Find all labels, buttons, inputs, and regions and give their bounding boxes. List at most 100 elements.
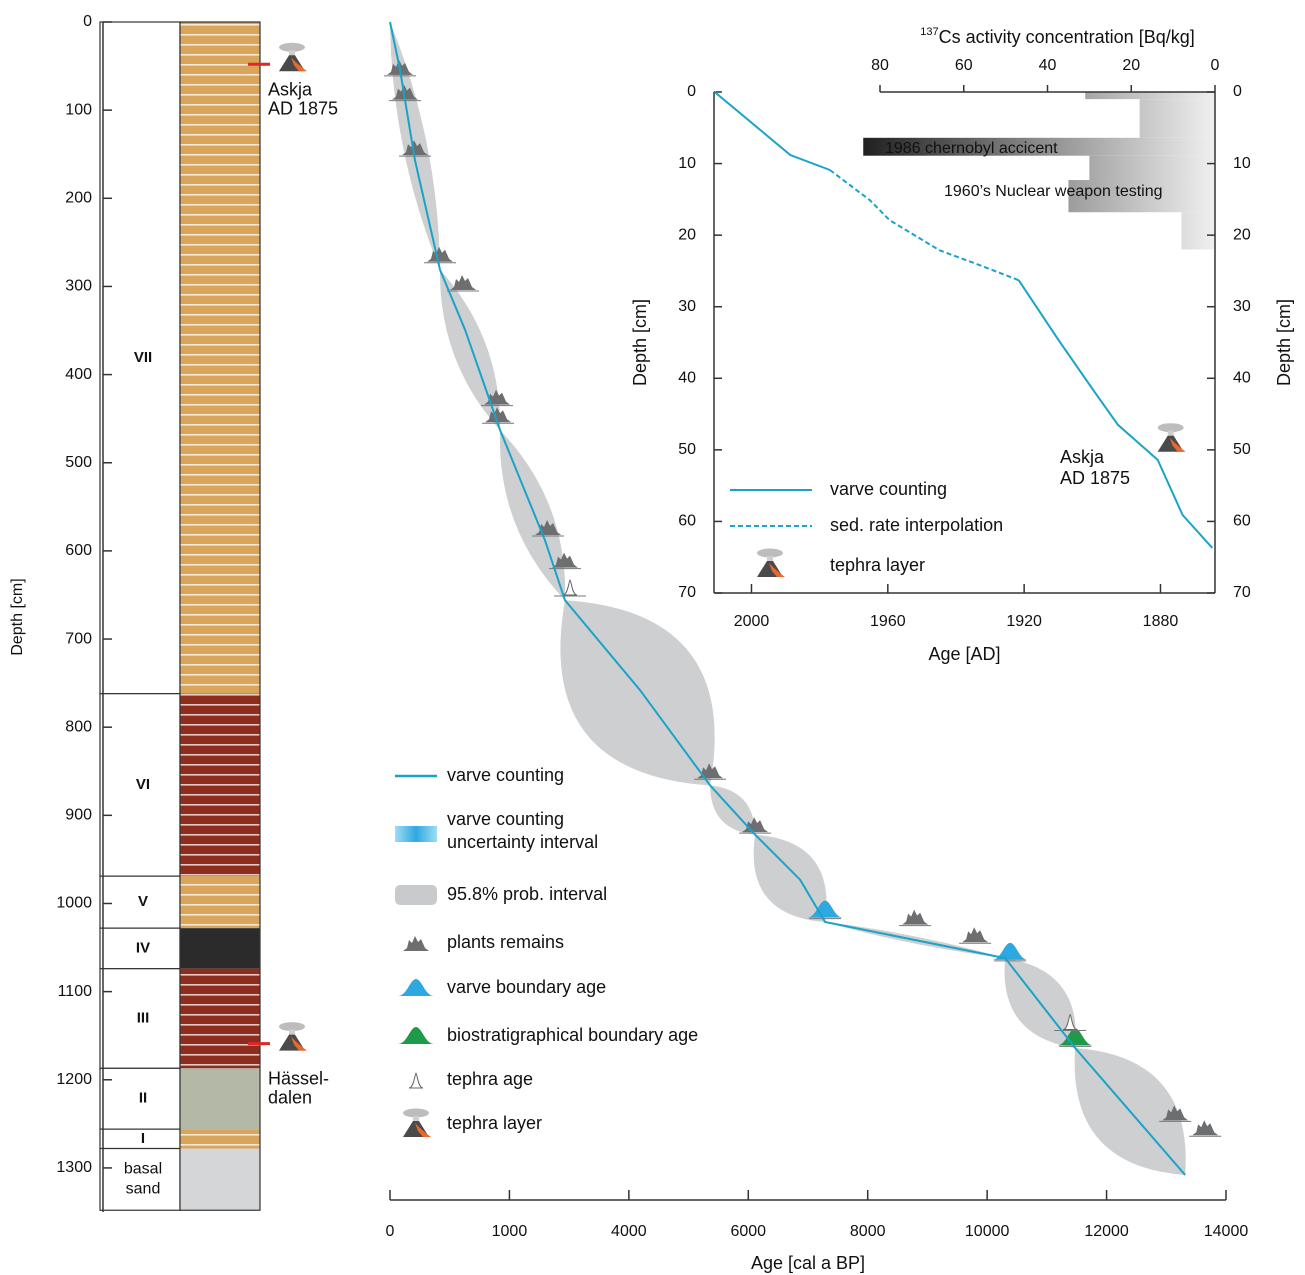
y-tick-label: 600: [65, 542, 92, 559]
x-tick-label: 8000: [850, 1223, 886, 1240]
x-tick-label: 1000: [492, 1223, 528, 1240]
y-tick-label: 40: [678, 370, 696, 387]
tephra-label-line: AD 1875: [1060, 468, 1130, 488]
legend-label: varve boundary age: [447, 977, 606, 997]
y2-tick-label: 70: [1233, 584, 1251, 601]
date-marker: [1062, 1014, 1078, 1031]
y-tick-label: 700: [65, 630, 92, 647]
unit-stripes: [180, 968, 260, 1069]
cs-bar: [1089, 155, 1215, 181]
legend-symbol: [403, 1108, 431, 1137]
unit-column: [180, 928, 260, 969]
y-tick-label: 900: [65, 807, 92, 824]
x-tick-label: 4000: [611, 1223, 647, 1240]
legend-label: tephra layer: [830, 555, 925, 575]
date-marker: [552, 552, 579, 568]
tephra-label: Hässel-dalen: [268, 1068, 329, 1107]
y-axis-label: Depth [cm]: [630, 299, 650, 386]
unit-label-line: basal: [124, 1161, 162, 1178]
legend-label-line: varve counting: [447, 809, 564, 829]
unit-stripes: [180, 1129, 260, 1149]
date-marker: [427, 246, 454, 262]
date-marker: [992, 942, 1029, 960]
x-tick-label: 10000: [965, 1223, 1010, 1240]
legend-symbol: [403, 936, 429, 951]
x-axis-label: Age [AD]: [928, 644, 1000, 664]
y-axis-label: Depth [cm]: [9, 578, 26, 655]
unit-label: VI: [136, 776, 150, 793]
cs-tick-label: 80: [871, 57, 889, 74]
y-tick-label: 400: [65, 366, 92, 383]
x-tick-label: 0: [386, 1223, 395, 1240]
y2-tick-label: 20: [1233, 226, 1251, 243]
y-tick-label: 70: [678, 584, 696, 601]
y-tick-label: 10: [678, 155, 696, 172]
y-tick-label: 200: [65, 190, 92, 207]
unit-label: basal sand: [124, 1161, 162, 1198]
date-marker: [562, 579, 578, 596]
cs-bar: [1085, 92, 1215, 100]
y2-tick-label: 30: [1233, 298, 1251, 315]
legend-swatch: [395, 826, 437, 842]
cs-bar: [1068, 180, 1215, 213]
depth-line: [829, 169, 1020, 282]
cs-bar: [863, 137, 1215, 156]
y2-tick-label: 50: [1233, 441, 1251, 458]
unit-label: V: [138, 893, 148, 910]
y-tick-label: 1000: [56, 895, 92, 912]
legend-label: varve counting: [447, 765, 564, 785]
x-axis-label: Age [cal a BP]: [751, 1253, 865, 1273]
y2-tick-label: 10: [1233, 155, 1251, 172]
cs-bar: [1181, 212, 1215, 250]
unit-stripes: [180, 693, 260, 877]
annotation: 1960’s Nuclear weapon testing: [944, 183, 1163, 200]
column-outline: [179, 21, 261, 1211]
date-marker: [1192, 1120, 1219, 1136]
x-tick-label: 1880: [1143, 613, 1179, 630]
prob-interval: [499, 430, 566, 601]
legend-label: 95.8% prob. interval: [447, 884, 607, 904]
legend-symbol: [408, 1072, 424, 1089]
unit-box: [99, 693, 181, 877]
unit-box: [99, 21, 181, 695]
unit-column: [180, 1148, 260, 1211]
date-marker: [902, 909, 929, 925]
x-tick-label: 6000: [730, 1223, 766, 1240]
y-tick-label: 1100: [58, 983, 93, 1000]
y-tick-label: 0: [83, 13, 92, 30]
unit-label: III: [137, 1009, 150, 1026]
y-tick-label: 1300: [56, 1159, 92, 1176]
unit-label: II: [139, 1090, 147, 1107]
x-tick-label: 1960: [870, 613, 906, 630]
tephra-label-line: AD 1875: [268, 98, 338, 118]
date-marker: [962, 927, 989, 943]
x-tick-label: 14000: [1204, 1223, 1249, 1240]
legend-symbol: [398, 1027, 434, 1044]
y-tick-label: 30: [678, 298, 696, 315]
tephra-label-line: Askja: [1060, 447, 1105, 467]
legend-label: sed. rate interpolation: [830, 515, 1003, 535]
legend-symbol: [398, 979, 434, 996]
tephra-icon: [1157, 423, 1186, 452]
legend-label: tephra layer: [447, 1113, 542, 1133]
date-marker: [450, 274, 477, 290]
cs-tick-label: 40: [1039, 57, 1057, 74]
y-tick-label: 100: [65, 101, 92, 118]
y2-tick-label: 0: [1233, 83, 1242, 100]
unit-column: [180, 1068, 260, 1130]
tephra-label-line: Hässel-: [268, 1068, 329, 1088]
date-marker: [1057, 1028, 1094, 1046]
legend-label-line: uncertainty interval: [447, 832, 598, 852]
y2-tick-label: 60: [1233, 513, 1251, 530]
cs-bar: [1139, 99, 1215, 138]
cs-tick-label: 0: [1211, 57, 1220, 74]
legend-label: biostratigraphical boundary age: [447, 1025, 698, 1045]
tephra-label-line: Askja: [268, 79, 313, 99]
y-tick-label: 60: [678, 513, 696, 530]
unit-label: VII: [134, 349, 152, 366]
annotation: 1986 chernobyl accicent: [885, 140, 1058, 157]
y-tick-label: 0: [687, 83, 696, 100]
y2-tick-label: 40: [1233, 370, 1251, 387]
